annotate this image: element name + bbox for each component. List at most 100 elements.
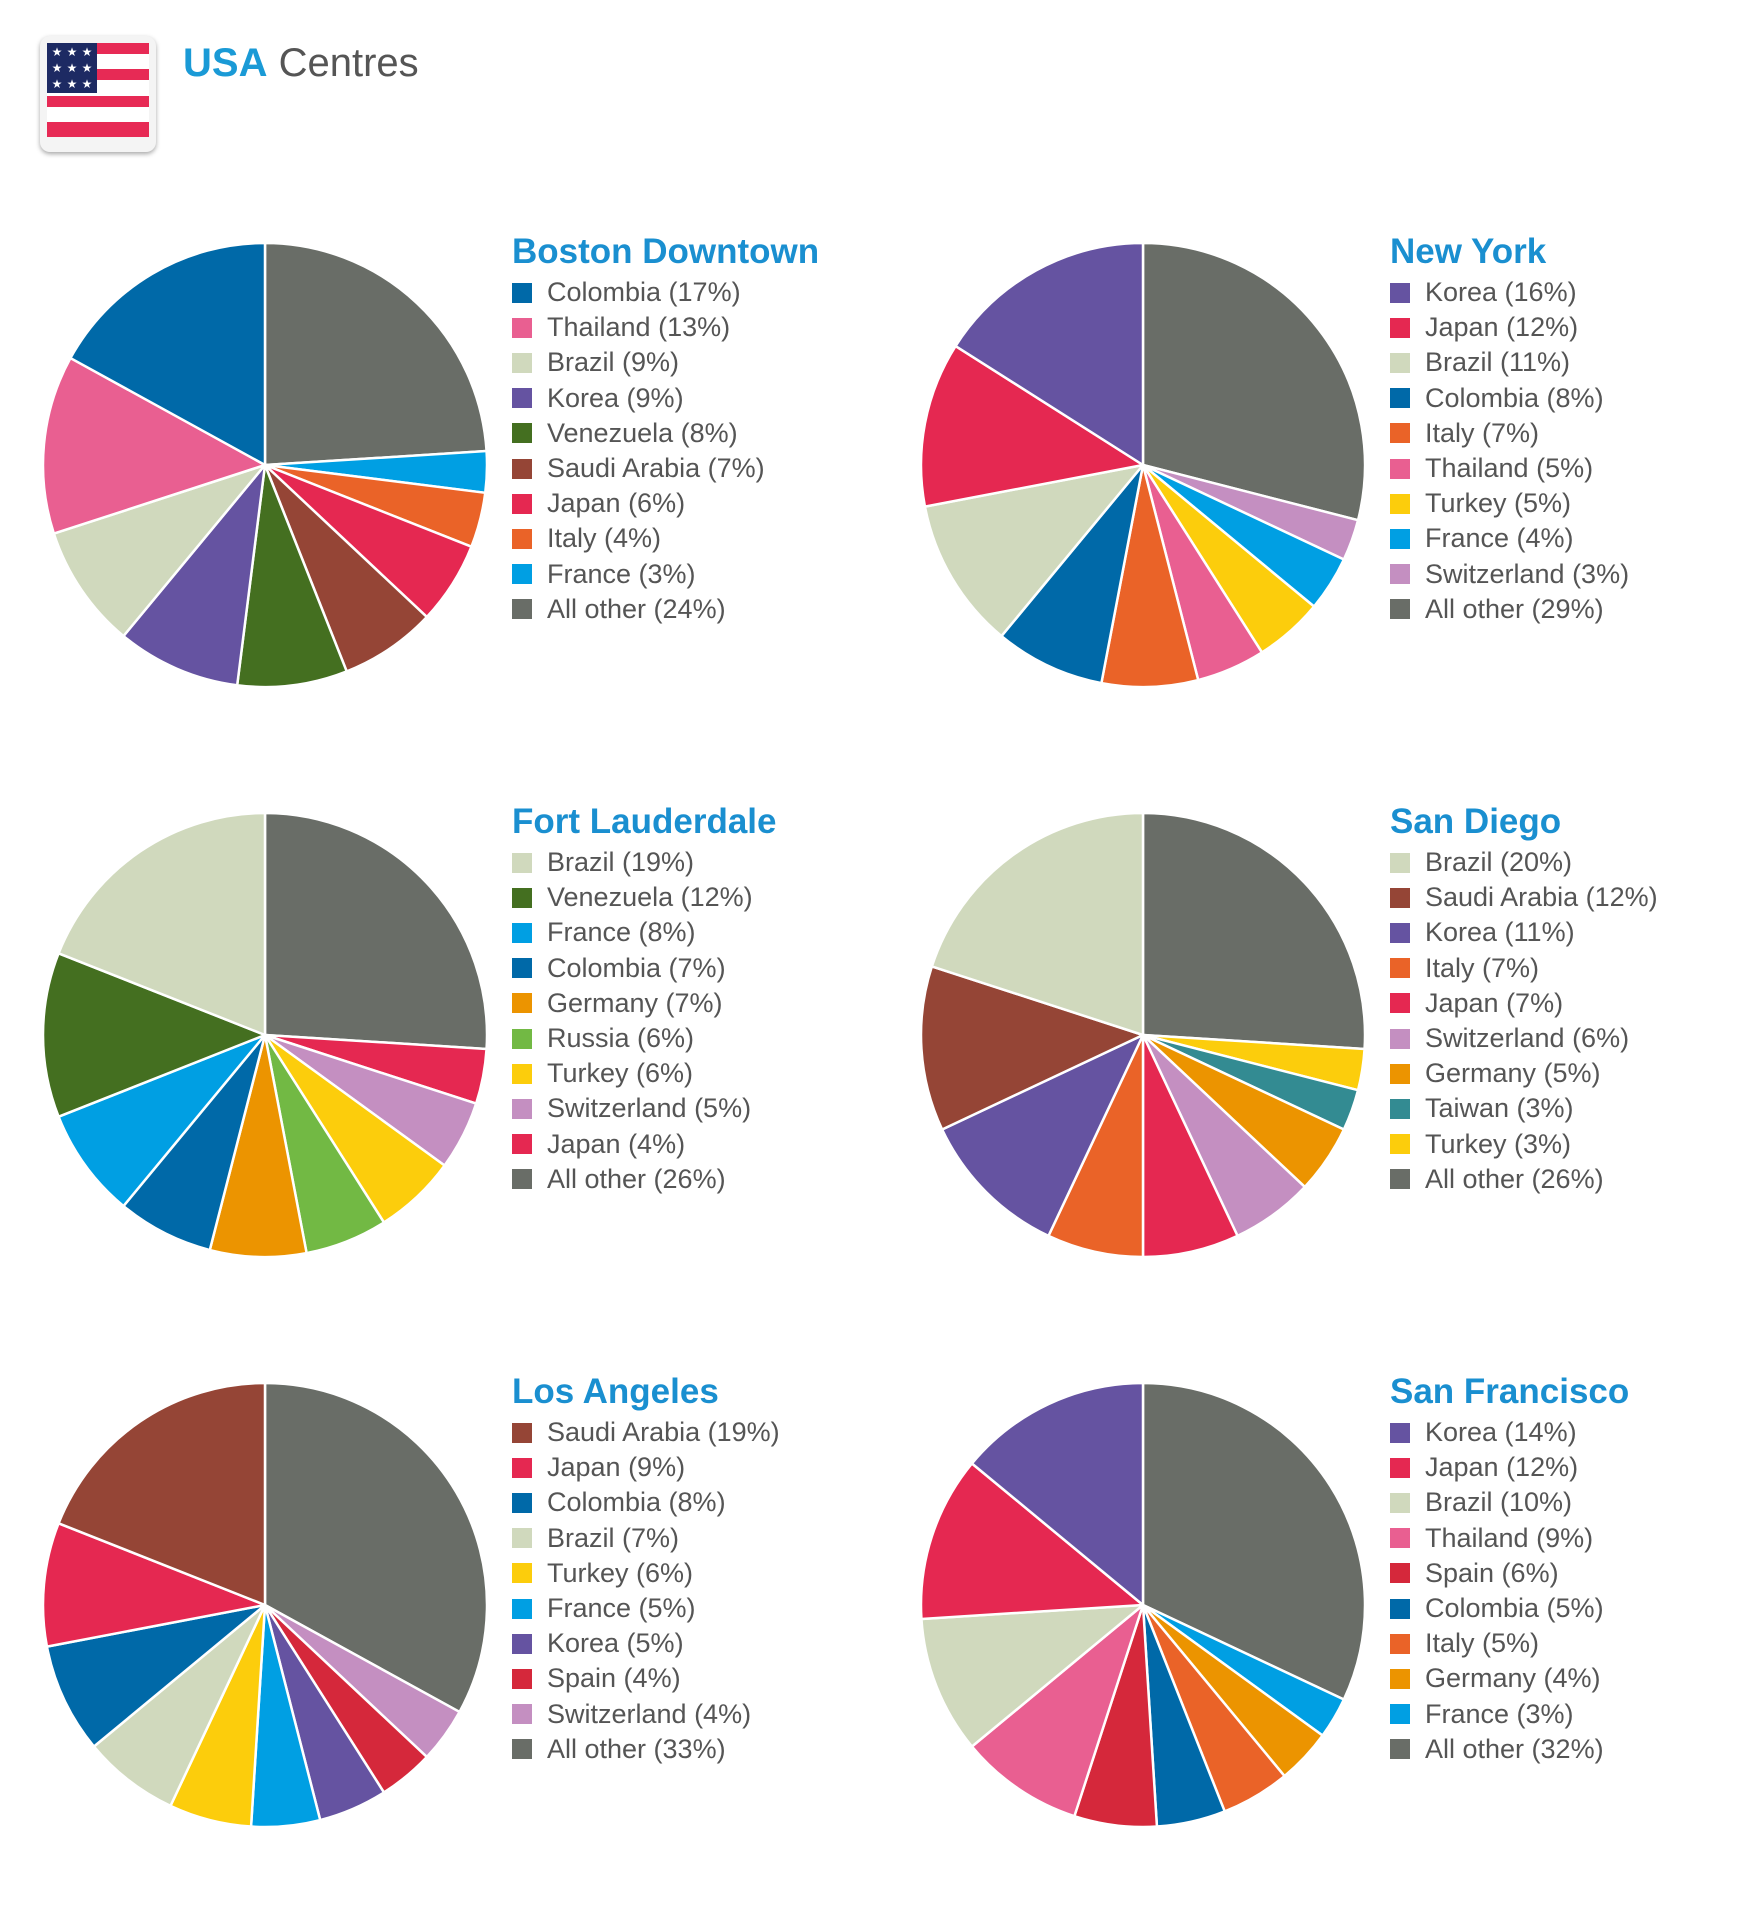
legend-swatch xyxy=(1390,352,1410,373)
pie-slice-all-other xyxy=(1141,811,1367,1051)
legend-label: Korea (11%) xyxy=(1425,917,1575,948)
legend-swatch xyxy=(512,1098,532,1119)
legend-label: Brazil (11%) xyxy=(1425,347,1571,378)
legend-swatch xyxy=(1390,1492,1410,1513)
pie-slice-brazil xyxy=(923,463,1145,638)
legend-label: Turkey (3%) xyxy=(1425,1128,1572,1159)
legend-item-japan: Japan (9%) xyxy=(512,1450,780,1485)
legend-swatch xyxy=(512,528,532,549)
legend-item-italy: Italy (4%) xyxy=(512,521,765,556)
legend-swatch xyxy=(512,1633,532,1654)
chart-legend: Korea (16%) Japan (12%) Brazil (11%) Colomb… xyxy=(1390,275,1629,627)
legend-swatch xyxy=(512,1598,532,1619)
legend-swatch xyxy=(512,1563,532,1584)
legend-swatch xyxy=(1390,1134,1410,1155)
legend-item-japan: Japan (4%) xyxy=(512,1127,753,1162)
legend-item-turkey: Turkey (3%) xyxy=(1390,1127,1658,1162)
legend-item-saudi-arabia: Saudi Arabia (19%) xyxy=(512,1415,780,1450)
legend-swatch xyxy=(1390,1528,1410,1549)
pie-slice-korea xyxy=(970,1381,1145,1607)
svg-text:★: ★ xyxy=(82,61,93,75)
pie-slice-all-other xyxy=(263,811,489,1051)
legend-swatch xyxy=(1390,993,1410,1014)
legend-item-all-other: All other (24%) xyxy=(512,592,765,627)
pie-slice-colombia xyxy=(45,1603,267,1748)
chart-title: Los Angeles xyxy=(512,1372,719,1411)
legend-item-italy: Italy (7%) xyxy=(1390,416,1629,451)
legend-label: Thailand (13%) xyxy=(547,312,731,343)
legend-label: Thailand (9%) xyxy=(1425,1522,1594,1553)
legend-swatch xyxy=(512,317,532,338)
legend-swatch xyxy=(1390,388,1410,409)
legend-label: All other (32%) xyxy=(1425,1733,1604,1764)
legend-label: Saudi Arabia (7%) xyxy=(547,453,765,484)
svg-text:★: ★ xyxy=(67,77,78,91)
legend-swatch xyxy=(1390,1633,1410,1654)
svg-text:★: ★ xyxy=(67,61,78,75)
svg-text:★: ★ xyxy=(67,45,78,59)
legend-item-japan: Japan (7%) xyxy=(1390,986,1658,1021)
pie-slice-brazil xyxy=(52,463,267,638)
legend-label: All other (33%) xyxy=(547,1733,726,1764)
legend-item-brazil: Brazil (11%) xyxy=(1390,345,1629,380)
legend-item-france: France (4%) xyxy=(1390,521,1629,556)
legend-swatch xyxy=(512,1668,532,1689)
legend-item-venezuela: Venezuela (8%) xyxy=(512,416,765,451)
legend-item-germany: Germany (7%) xyxy=(512,986,753,1021)
legend-swatch xyxy=(1390,564,1410,585)
legend-item-brazil: Brazil (19%) xyxy=(512,845,753,880)
legend-swatch xyxy=(1390,1668,1410,1689)
legend-label: Japan (12%) xyxy=(1425,1452,1579,1483)
pie-slice-all-other xyxy=(263,241,488,467)
legend-swatch xyxy=(512,458,532,479)
legend-item-venezuela: Venezuela (12%) xyxy=(512,880,753,915)
legend-label: France (4%) xyxy=(1425,523,1574,554)
legend-swatch xyxy=(512,493,532,514)
legend-label: France (8%) xyxy=(547,917,696,948)
page-header: ★ ★ ★ ★ ★ ★ ★ ★ ★ USA Centres xyxy=(0,0,1756,170)
legend-label: Switzerland (3%) xyxy=(1425,558,1630,589)
legend-swatch xyxy=(1390,1563,1410,1584)
legend-label: Korea (9%) xyxy=(547,382,684,413)
usa-flag-graphic: ★ ★ ★ ★ ★ ★ ★ ★ ★ xyxy=(47,43,149,137)
legend-label: Colombia (17%) xyxy=(547,277,741,308)
legend-swatch xyxy=(512,1739,532,1760)
legend-swatch xyxy=(1390,922,1410,943)
legend-swatch xyxy=(512,887,532,908)
page-title: USA Centres xyxy=(183,38,419,88)
legend-item-turkey: Turkey (6%) xyxy=(512,1056,753,1091)
legend-label: Saudi Arabia (12%) xyxy=(1425,882,1658,913)
legend-swatch xyxy=(1390,1169,1410,1190)
chart-panel-san-diego: San Diego Brazil (20%) Saudi Arabia (12%)… xyxy=(878,770,1756,1340)
legend-item-brazil: Brazil (10%) xyxy=(1390,1485,1604,1520)
legend-label: Spain (6%) xyxy=(1425,1557,1559,1588)
legend-item-korea: Korea (5%) xyxy=(512,1626,780,1661)
legend-item-taiwan: Taiwan (3%) xyxy=(1390,1091,1658,1126)
legend-label: Italy (7%) xyxy=(1425,952,1540,983)
legend-item-all-other: All other (32%) xyxy=(1390,1732,1604,1767)
legend-swatch xyxy=(512,852,532,873)
legend-label: Japan (6%) xyxy=(547,488,686,519)
legend-swatch xyxy=(1390,1704,1410,1725)
legend-item-japan: Japan (6%) xyxy=(512,486,765,521)
chart-legend: Colombia (17%) Thailand (13%) Brazil (9%) K… xyxy=(512,275,765,627)
legend-swatch xyxy=(512,1169,532,1190)
legend-swatch xyxy=(1390,282,1410,303)
legend-label: Korea (16%) xyxy=(1425,277,1577,308)
legend-item-turkey: Turkey (5%) xyxy=(1390,486,1629,521)
legend-label: Germany (7%) xyxy=(547,987,723,1018)
legend-swatch xyxy=(512,1063,532,1084)
pie-slice-japan xyxy=(919,1462,1145,1621)
svg-text:★: ★ xyxy=(52,77,63,91)
legend-swatch xyxy=(512,1422,532,1443)
usa-flag-icon: ★ ★ ★ ★ ★ ★ ★ ★ ★ xyxy=(40,36,156,152)
pie-chart xyxy=(41,811,489,1259)
chart-title: New York xyxy=(1390,232,1547,271)
chart-title: Fort Lauderdale xyxy=(512,802,777,841)
pie-chart xyxy=(41,1381,489,1829)
legend-swatch xyxy=(1390,458,1410,479)
pie-slice-all-other xyxy=(1141,241,1367,522)
chart-title: San Francisco xyxy=(1390,1372,1630,1411)
legend-item-turkey: Turkey (6%) xyxy=(512,1556,780,1591)
pie-slice-saudi-arabia xyxy=(919,965,1145,1131)
